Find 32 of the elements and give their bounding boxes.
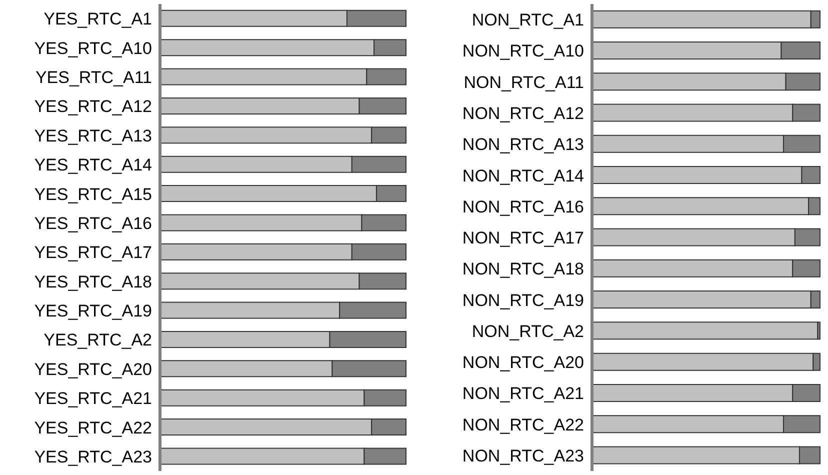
y-tick-label: NON_RTC_A17 xyxy=(462,228,584,248)
y-tick-label: YES_RTC_A16 xyxy=(34,214,152,233)
y-tick-label: NON_RTC_A14 xyxy=(462,166,584,186)
y-tick-label: NON_RTC_A2 xyxy=(472,322,584,341)
y-tick-label: YES_RTC_A15 xyxy=(34,184,152,204)
y-tick-label: YES_RTC_A1 xyxy=(44,10,152,29)
y-tick-label: YES_RTC_A18 xyxy=(34,272,152,292)
y-tick-label: YES_RTC_A2 xyxy=(44,330,152,350)
y-tick-label: NON_RTC_A12 xyxy=(462,104,584,123)
y-tick-label: YES_RTC_A21 xyxy=(34,389,152,408)
y-tick-label: NON_RTC_A23 xyxy=(462,446,584,466)
y-tick-label: NON_RTC_A19 xyxy=(462,290,584,310)
y-tick-label: NON_RTC_A20 xyxy=(462,353,584,372)
y-tick-label: YES_RTC_A11 xyxy=(35,68,152,88)
y-tick-label: YES_RTC_A23 xyxy=(34,447,152,466)
y-tick-label: YES_RTC_A14 xyxy=(34,156,152,175)
y-tick-label: YES_RTC_A13 xyxy=(34,126,152,146)
y-tick-label: NON_RTC_A13 xyxy=(462,135,584,154)
bar xyxy=(592,322,818,340)
y-tick-label: YES_RTC_A19 xyxy=(34,302,152,321)
y-tick-label: YES_RTC_A10 xyxy=(34,38,152,58)
y-tick-label: NON_RTC_A18 xyxy=(462,260,584,279)
y-tick-label: NON_RTC_A22 xyxy=(462,415,584,434)
y-tick-label: NON_RTC_A21 xyxy=(462,384,584,404)
y-tick-label: YES_RTC_A22 xyxy=(34,418,152,438)
y-tick-label: NON_RTC_A1 xyxy=(472,10,584,30)
y-tick-label: YES_RTC_A20 xyxy=(34,360,152,379)
y-tick-label: YES_RTC_A12 xyxy=(34,97,152,116)
y-tick-label: YES_RTC_A17 xyxy=(34,243,152,262)
y-tick-label: NON_RTC_A10 xyxy=(462,42,584,61)
y-tick-label: NON_RTC_A11 xyxy=(464,72,584,92)
y-tick-label: NON_RTC_A16 xyxy=(462,197,584,216)
